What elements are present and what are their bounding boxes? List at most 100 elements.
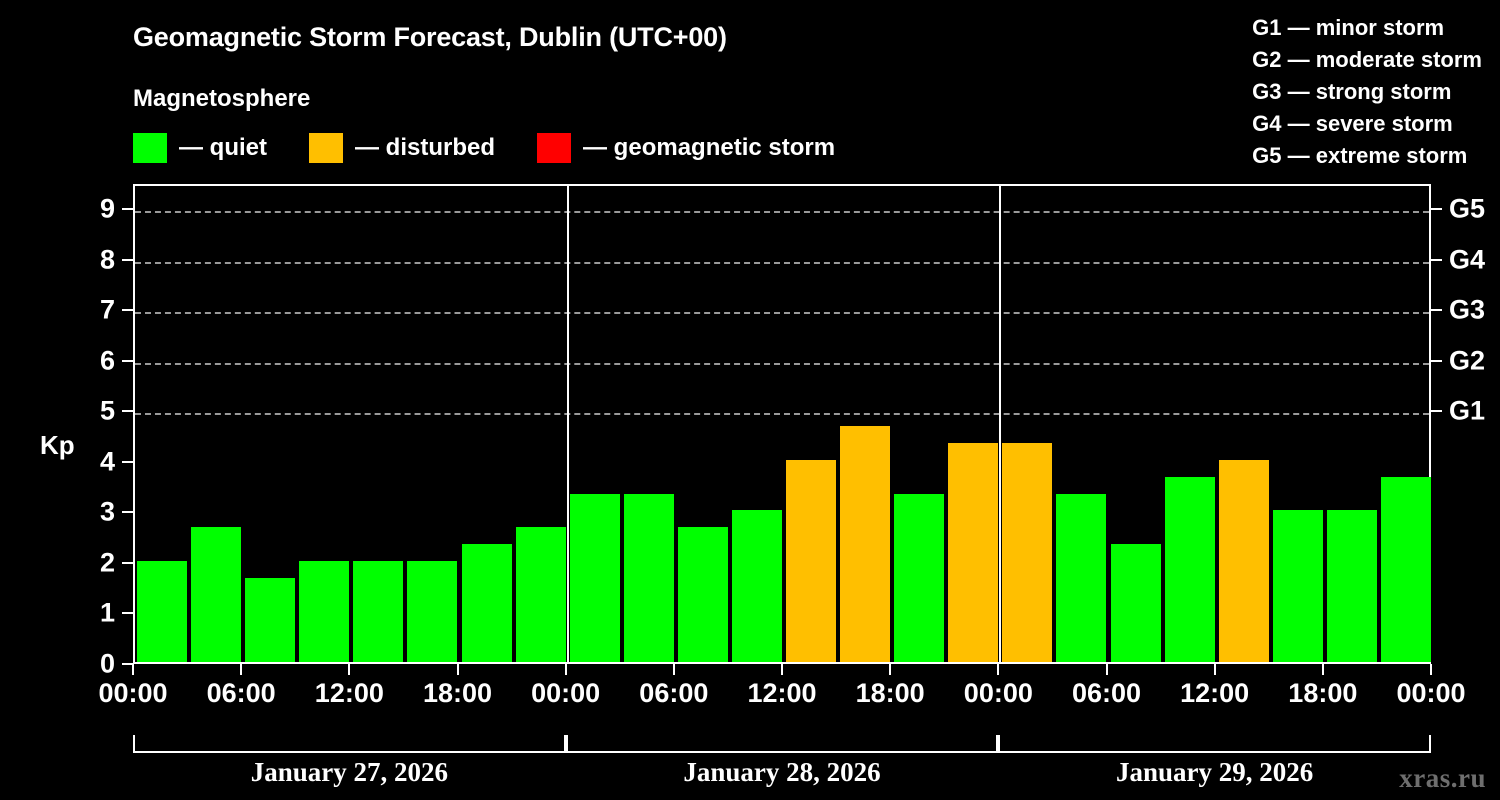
bar bbox=[840, 426, 891, 662]
x-tick-label-10: 12:00 bbox=[1180, 678, 1250, 708]
bar bbox=[1164, 476, 1215, 662]
g-tick-label-G1: G1 bbox=[1449, 395, 1486, 426]
x-tick-label-6: 12:00 bbox=[747, 678, 817, 708]
date-bracket-3 bbox=[998, 735, 1431, 753]
x-tick-mark-2 bbox=[348, 664, 351, 675]
gridline-kp-7 bbox=[135, 312, 1429, 315]
g-scale-line-5: G5 — extreme storm bbox=[1252, 143, 1468, 168]
y-tick-mark-1 bbox=[122, 612, 133, 615]
y-tick-mark-5 bbox=[122, 410, 133, 413]
x-tick-mark-10 bbox=[1213, 664, 1216, 675]
date-bracket-1 bbox=[133, 735, 566, 753]
y-tick-mark-4 bbox=[122, 460, 133, 463]
g-tick-mark-G2 bbox=[1431, 359, 1442, 362]
gridline-kp-8 bbox=[135, 261, 1429, 264]
bar bbox=[191, 527, 242, 662]
bar bbox=[623, 493, 674, 662]
g-tick-label-G3: G3 bbox=[1449, 294, 1486, 325]
legend-heading: Magnetosphere bbox=[133, 85, 311, 112]
bar bbox=[299, 560, 350, 662]
x-tick-mark-3 bbox=[456, 664, 459, 675]
bar bbox=[948, 443, 999, 662]
g-tick-mark-G5 bbox=[1431, 208, 1442, 211]
g-tick-mark-G3 bbox=[1431, 309, 1442, 312]
bar bbox=[407, 560, 458, 662]
day-divider-1 bbox=[566, 186, 569, 662]
gridline-kp-6 bbox=[135, 362, 1429, 365]
y-tick-mark-7 bbox=[122, 309, 133, 312]
y-tick-label-2: 2 bbox=[99, 547, 115, 578]
bar bbox=[1380, 476, 1431, 662]
y-tick-mark-0 bbox=[122, 663, 133, 665]
y-tick-label-0: 0 bbox=[99, 648, 115, 679]
x-tick-label-11: 18:00 bbox=[1288, 678, 1358, 708]
x-tick-mark-4 bbox=[564, 664, 567, 675]
x-tick-label-9: 06:00 bbox=[1071, 678, 1142, 708]
date-bracket-2 bbox=[565, 735, 999, 753]
bar bbox=[1110, 544, 1161, 662]
legend-swatch-storm bbox=[537, 133, 572, 163]
y-tick-label-9: 9 bbox=[99, 193, 115, 224]
g-scale-line-3: G3 — strong storm bbox=[1252, 79, 1452, 104]
y-tick-mark-9 bbox=[122, 208, 133, 211]
bar bbox=[677, 527, 728, 662]
bar bbox=[245, 577, 296, 662]
legend-label-disturbed: — disturbed bbox=[355, 134, 496, 161]
bar bbox=[1326, 510, 1377, 662]
legend-label-quiet: — quiet bbox=[179, 134, 267, 161]
bar-series bbox=[135, 186, 1431, 662]
y-tick-mark-3 bbox=[122, 511, 133, 514]
g-scale-legend: G1 — minor storm G2 — moderate storm G3 — … bbox=[1252, 12, 1482, 172]
gridline-kp-9 bbox=[135, 211, 1429, 214]
g-scale-line-4: G4 — severe storm bbox=[1252, 111, 1453, 136]
y-axis-title: Kp bbox=[40, 430, 75, 460]
bar bbox=[894, 493, 945, 662]
g-tick-label-G4: G4 bbox=[1449, 244, 1486, 275]
date-label-3: January 29, 2026 bbox=[1116, 757, 1314, 787]
legend-entry-disturbed: — disturbed bbox=[309, 133, 537, 163]
g-scale-line-1: G1 — minor storm bbox=[1252, 15, 1445, 40]
y-tick-mark-2 bbox=[122, 561, 133, 564]
x-tick-label-5: 06:00 bbox=[639, 678, 709, 708]
y-tick-label-7: 7 bbox=[99, 294, 115, 325]
date-label-1: January 27, 2026 bbox=[250, 757, 448, 787]
y-tick-label-5: 5 bbox=[99, 395, 115, 426]
x-tick-label-7: 18:00 bbox=[855, 678, 925, 708]
g-tick-mark-G1 bbox=[1431, 410, 1442, 413]
legend-entry-storm: — geomagnetic storm bbox=[537, 133, 835, 163]
x-tick-mark-11 bbox=[1321, 664, 1324, 675]
x-tick-label-3: 18:00 bbox=[422, 678, 493, 708]
x-tick-mark-6 bbox=[781, 664, 783, 675]
g-tick-label-G5: G5 bbox=[1449, 193, 1486, 224]
y-tick-label-3: 3 bbox=[99, 496, 115, 527]
bar bbox=[515, 527, 566, 662]
x-tick-label-2: 12:00 bbox=[314, 678, 384, 708]
x-tick-mark-0 bbox=[132, 664, 134, 675]
legend-entry-quiet: — quiet bbox=[133, 133, 309, 163]
x-tick-mark-12 bbox=[1430, 664, 1432, 675]
date-label-2: January 28, 2026 bbox=[683, 757, 881, 787]
x-tick-mark-7 bbox=[889, 664, 892, 675]
bar bbox=[1056, 493, 1107, 662]
legend-swatch-quiet bbox=[133, 133, 167, 163]
bar bbox=[731, 510, 782, 662]
bar bbox=[137, 560, 188, 662]
y-tick-label-8: 8 bbox=[99, 244, 115, 275]
y-tick-label-4: 4 bbox=[99, 446, 115, 477]
x-tick-mark-9 bbox=[1105, 664, 1108, 675]
x-axis: 00:00 06:00 12:00 18:00 00:00 06:00 12:00 18:00… bbox=[0, 664, 1500, 724]
bar bbox=[1002, 443, 1053, 662]
bar bbox=[461, 544, 512, 662]
x-tick-mark-5 bbox=[672, 664, 675, 675]
bar bbox=[1272, 510, 1323, 662]
bar bbox=[353, 560, 404, 662]
x-tick-label-8: 00:00 bbox=[963, 678, 1033, 708]
g-scale-line-2: G2 — moderate storm bbox=[1252, 47, 1482, 72]
x-tick-label-12: 00:00 bbox=[1396, 678, 1466, 708]
legend-label-storm: — geomagnetic storm bbox=[583, 134, 836, 161]
x-tick-label-1: 06:00 bbox=[206, 678, 276, 708]
y-tick-mark-8 bbox=[122, 258, 133, 261]
bar bbox=[1218, 459, 1269, 662]
g-tick-label-G2: G2 bbox=[1449, 345, 1486, 376]
watermark: xras.ru bbox=[1399, 763, 1486, 793]
